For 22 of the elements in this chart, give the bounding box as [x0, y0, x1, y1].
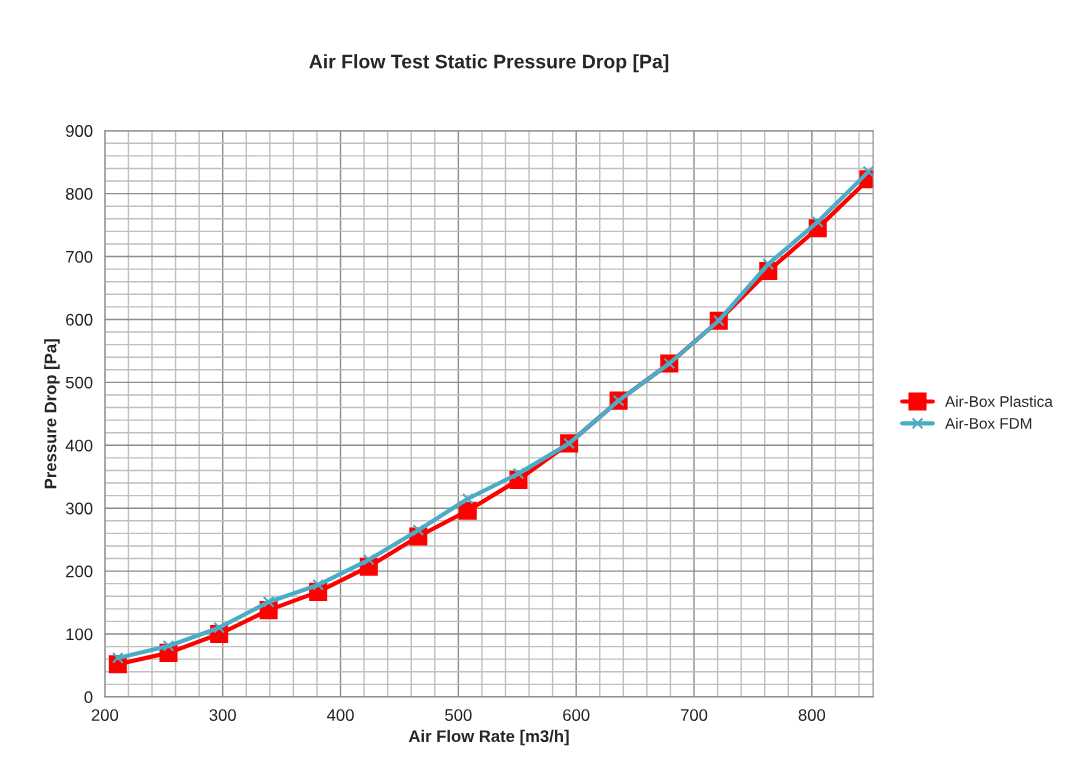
x-tick-label: 400 — [327, 709, 354, 721]
x-tick-label: 600 — [563, 709, 590, 721]
y-tick-label: 600 — [66, 313, 93, 326]
y-tick-label: 100 — [66, 628, 93, 641]
y-tick-label: 700 — [66, 250, 93, 263]
x-tick-label: 800 — [798, 709, 826, 721]
y-tick-label: 300 — [65, 502, 93, 515]
y-tick-label: 900 — [66, 125, 93, 137]
y-tick-label: 500 — [65, 376, 93, 389]
y-tick-label: 800 — [65, 188, 93, 200]
chart-title: Air Flow Test Static Pressure Drop [Pa] — [309, 54, 669, 73]
y-axis-title: Pressure Drop [Pa] — [44, 339, 60, 489]
x-tick-label: 700 — [680, 709, 708, 721]
x-tick-label: 300 — [209, 709, 236, 721]
x-tick-label: 500 — [445, 709, 472, 721]
x-tick-label: 200 — [91, 709, 119, 721]
y-tick-label: 200 — [66, 565, 93, 578]
y-tick-label: 400 — [65, 439, 93, 452]
y-tick-label: 0 — [84, 691, 93, 704]
x-axis-title: Air Flow Rate [m3/h] — [408, 729, 569, 746]
legend-label: Air-Box Plastica — [945, 395, 1053, 407]
legend-label: Air-Box FDM — [945, 417, 1032, 429]
